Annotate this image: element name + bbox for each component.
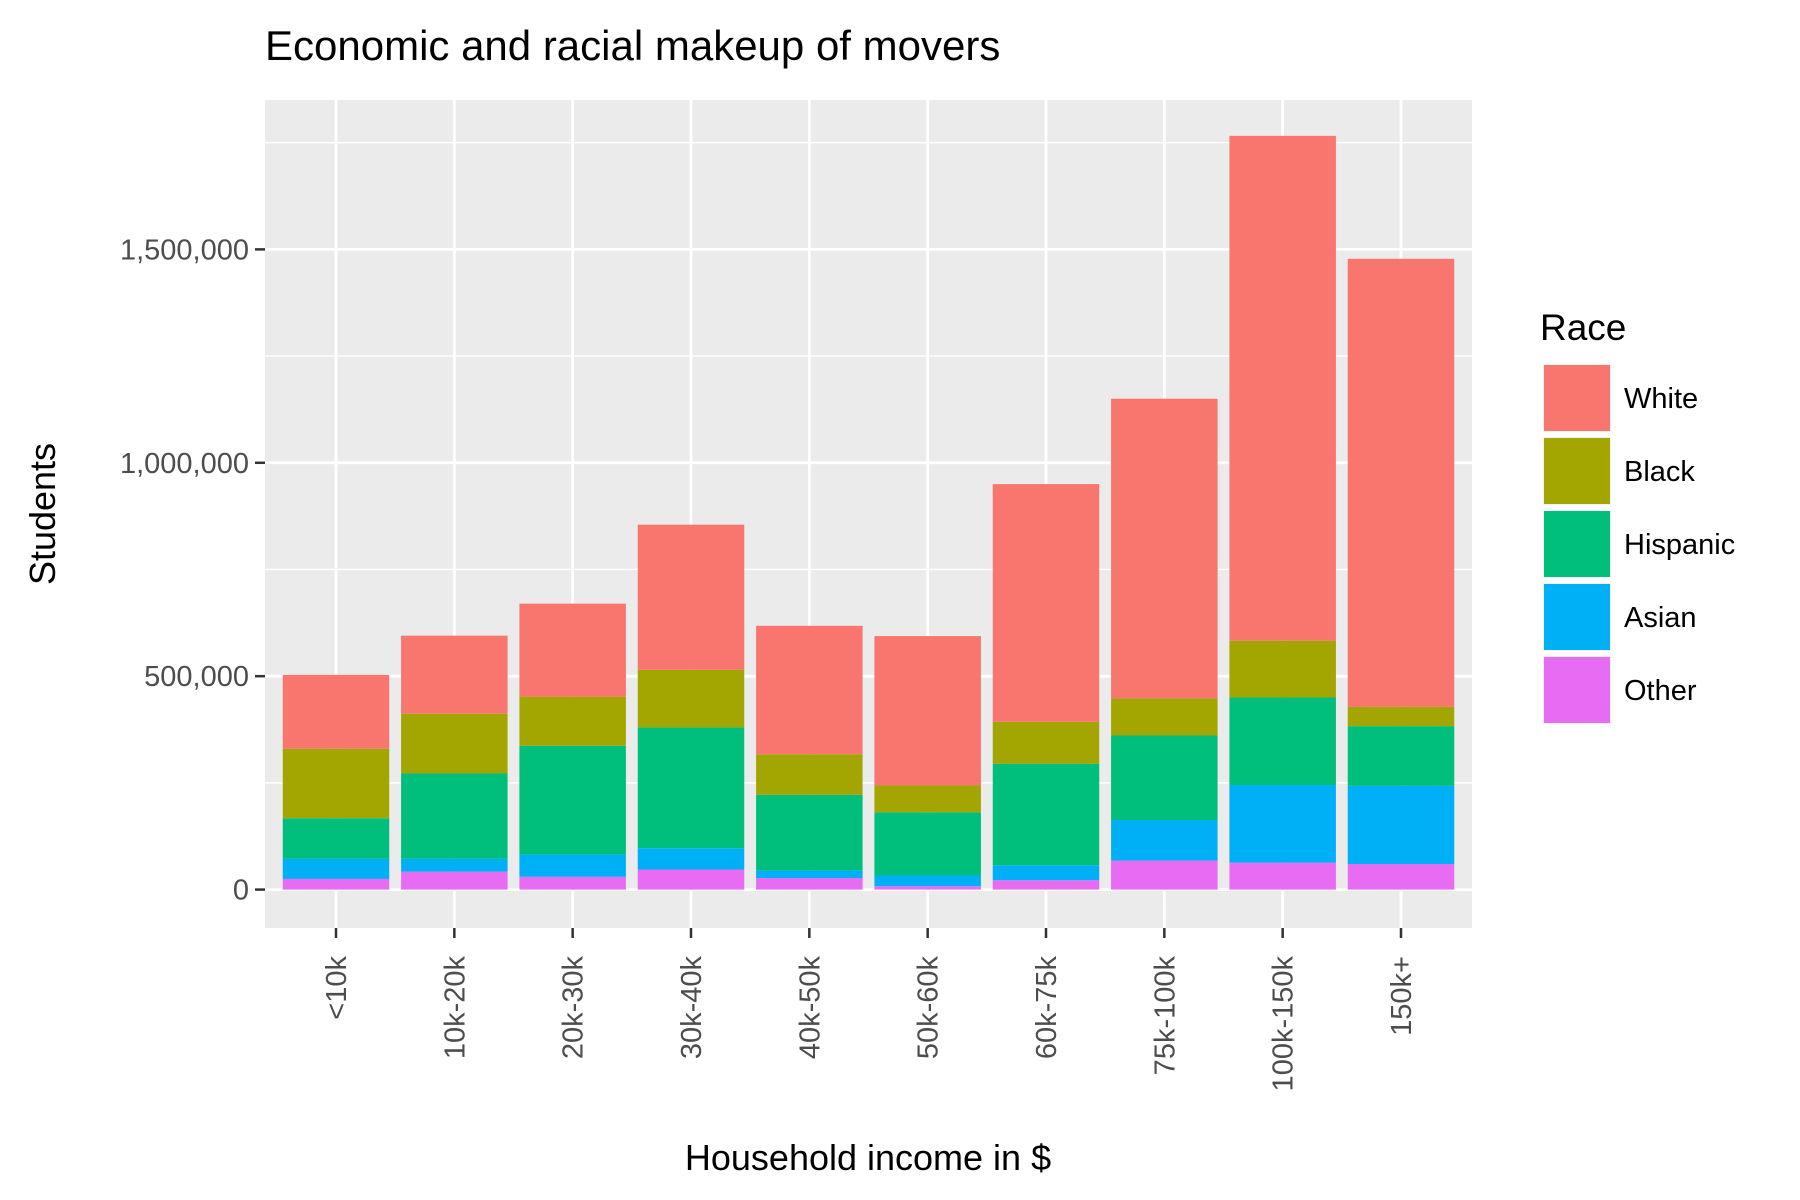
legend-swatch-black [1544,438,1610,504]
bar-segment-hispanic [1111,735,1218,821]
bar-segment-black [1111,698,1218,736]
bar-segment-asian [756,870,863,879]
bar-segment-hispanic [992,763,1100,866]
x-axis-title: Household income in $ [685,1137,1051,1178]
bar-segment-black [756,754,863,795]
bar-segment-asian [1347,785,1455,864]
bar-segment-white [992,484,1100,722]
bar-segment-other [637,869,745,890]
bar-segment-hispanic [401,773,508,859]
x-tick-label: <10k [321,956,353,1020]
y-tick-label: 0 [233,875,249,907]
x-tick-label: 30k-40k [676,956,708,1060]
legend-label-other: Other [1624,675,1697,707]
bar-segment-white [519,603,626,697]
x-tick-label: 20k-30k [558,956,590,1060]
bar-segment-white [874,636,981,786]
bar-segment-white [1229,135,1336,641]
bar-segment-white [637,524,745,670]
y-tick-label: 1,000,000 [120,448,249,480]
bar-segment-black [992,721,1100,764]
legend-swatch-white [1544,365,1610,431]
bar-segment-hispanic [282,818,390,859]
legend: Race White Black Hispanic Asian Other [1540,307,1735,724]
bar-segment-asian [1111,820,1218,861]
bar-segment-black [637,669,745,728]
x-tick-label: 150k+ [1386,956,1418,1036]
axis-layer: 0 500,000 1,000,000 1,500,000 <10k 10k-20k 20k… [120,234,1418,1091]
x-tick-label: 100k-150k [1268,956,1300,1092]
bar-segment-white [282,674,390,749]
legend-swatch-hispanic [1544,511,1610,577]
bar-segment-hispanic [519,745,626,855]
x-tick-label: 75k-100k [1149,956,1181,1076]
bar-segment-hispanic [1347,726,1455,786]
legend-label-white: White [1624,383,1698,415]
bar-segment-black [282,748,390,819]
legend-swatch-other [1544,657,1610,723]
bar-segment-black [1229,640,1336,698]
bar-segment-hispanic [1229,697,1336,786]
y-tick-label: 500,000 [144,661,249,693]
bar-segment-asian [874,875,981,887]
x-tick-label: 60k-75k [1031,956,1063,1060]
bar-segment-other [282,878,390,890]
bar-segment-other [992,880,1100,890]
legend-label-asian: Asian [1624,602,1697,634]
bar-segment-hispanic [637,727,745,849]
legend-label-black: Black [1624,456,1695,488]
chart-title: Economic and racial makeup of movers [265,22,1000,69]
x-tick-label: 50k-60k [913,956,945,1060]
bar-segment-white [401,635,508,714]
bar-segment-other [401,871,508,890]
bar-segment-black [401,713,508,774]
y-tick-label: 1,500,000 [120,234,249,266]
bar-segment-asian [1229,785,1336,863]
bar-segment-white [1347,258,1455,707]
bar-segment-other [874,886,981,890]
legend-label-hispanic: Hispanic [1624,529,1735,561]
bar-segment-other [1229,862,1336,890]
bar-segment-black [519,696,626,746]
x-tick-label: 40k-50k [794,956,826,1060]
bar-segment-asian [637,848,745,870]
bar-segment-other [756,878,863,890]
bar-segment-asian [282,858,390,879]
bar-segment-white [1111,398,1218,699]
bar-segment-hispanic [874,812,981,876]
legend-title: Race [1540,307,1626,348]
bars-layer [282,135,1455,890]
bar-segment-black [874,785,981,813]
bar-segment-asian [401,858,508,872]
bar-segment-asian [519,854,626,877]
bar-segment-white [756,625,863,755]
bar-segment-other [1111,860,1218,890]
x-tick-label: 10k-20k [439,956,471,1060]
bar-segment-other [1347,863,1455,890]
bar-segment-black [1347,706,1455,727]
bar-segment-hispanic [756,794,863,871]
legend-swatch-asian [1544,584,1610,650]
y-axis-title: Students [22,443,63,585]
bar-segment-asian [992,865,1100,881]
bar-segment-other [519,876,626,890]
